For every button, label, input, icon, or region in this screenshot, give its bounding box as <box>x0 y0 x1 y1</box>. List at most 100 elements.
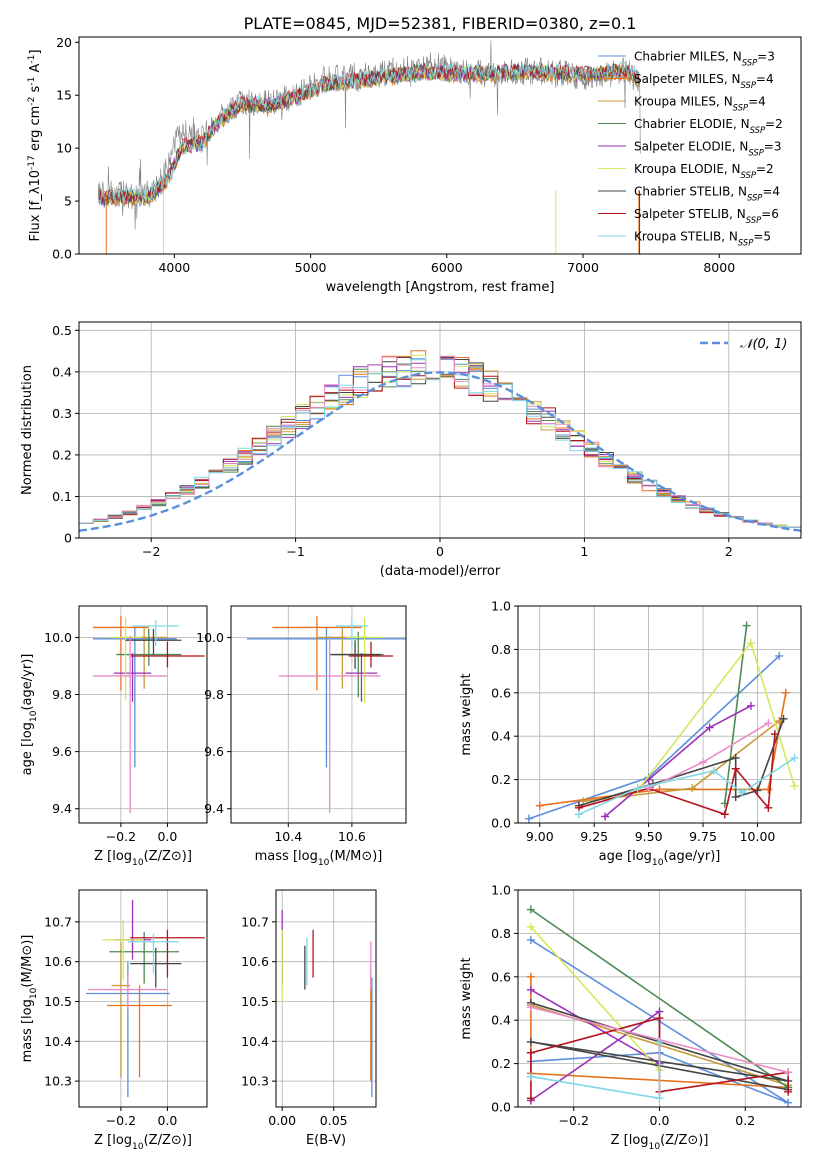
x-tick-label: 7000 <box>567 260 599 275</box>
mass-weight-marker <box>720 810 729 819</box>
legend-label: Salpeter STELIB, NSSP=6 <box>634 207 779 225</box>
x-axis-label: Z [log10(Z/Z⊙)] <box>611 1133 709 1152</box>
normal-curve <box>79 371 801 532</box>
y-tick-label: 9.6 <box>204 744 224 759</box>
x-tick-label: 0.00 <box>268 1113 296 1128</box>
x-tick-label: 9.50 <box>635 829 663 844</box>
error-bar <box>246 627 406 768</box>
mass-weight-marker <box>526 1037 535 1046</box>
mass-weight-marker <box>746 701 755 710</box>
mass-weight-marker <box>779 714 788 723</box>
y-tick-label: 0.4 <box>491 729 511 744</box>
error-bar <box>127 933 180 974</box>
mass-weight-marker <box>526 985 535 994</box>
y-tick-label: 10.5 <box>241 994 269 1009</box>
x-tick-label: 10.00 <box>740 829 776 844</box>
x-tick-label: −0.2 <box>106 829 136 844</box>
error-bar <box>130 947 182 988</box>
mass-weight-marker <box>709 766 718 775</box>
error-bar <box>125 628 182 655</box>
axes-frame <box>275 889 377 1108</box>
plot-area <box>524 621 799 823</box>
panel-massweight_vs_Z: −0.2 0.0 0.2 0.0 0.2 0.4 0.6 0.8 1.0 Z [log10(Z/Z… <box>459 883 802 1152</box>
plot-area <box>526 905 793 1107</box>
legend-label: Kroupa STELIB, NSSP=5 <box>634 230 771 248</box>
y-tick-label: 0.6 <box>491 685 511 700</box>
panel-spectrum: 4000 5000 6000 7000 8000 0.0 5 10 15 20 wavelength… <box>27 35 802 295</box>
x-tick-label: 0.0 <box>650 1113 670 1128</box>
axes-frame <box>78 36 802 255</box>
mass-weight-marker <box>784 1068 793 1077</box>
x-tick-label: 0.0 <box>157 1113 177 1128</box>
error-bar <box>278 635 381 814</box>
panel-age_vs_Z: −0.2 0.0 9.4 9.6 9.8 10.0 Z [log10(Z/Z⊙)] age [… <box>20 605 208 868</box>
y-tick-label: 0.0 <box>491 816 511 831</box>
y-tick-label: 9.4 <box>52 801 72 816</box>
x-tick-label: 8000 <box>703 260 735 275</box>
error-bar <box>336 620 368 646</box>
y-tick-label: 1.0 <box>491 599 511 614</box>
mass-weight-marker <box>781 688 790 697</box>
mass-weight-marker <box>526 1048 535 1057</box>
x-tick-label: 10.4 <box>274 829 302 844</box>
y-tick-label: 10 <box>56 141 72 156</box>
error-bar <box>111 941 131 1078</box>
error-bar <box>130 929 205 978</box>
x-tick-label: 9.25 <box>580 829 608 844</box>
mass-weight-marker <box>742 621 751 630</box>
x-tick-label: −1 <box>286 544 304 559</box>
y-tick-label: 9.8 <box>204 687 224 702</box>
model-spectrum-line <box>98 64 640 206</box>
y-tick-label: 10.5 <box>44 994 72 1009</box>
x-tick-label: 2 <box>725 544 733 559</box>
plot-area <box>246 615 406 814</box>
y-axis-label: Normed distribution <box>20 365 35 495</box>
axes-frame <box>230 605 407 824</box>
legend-label: Chabrier ELODIE, NSSP=2 <box>634 117 783 135</box>
y-tick-label: 0.3 <box>52 406 72 421</box>
mass-weight-marker <box>784 1098 793 1107</box>
error-bar <box>120 625 168 689</box>
mass-weight-marker <box>770 730 779 739</box>
mass-weight-marker <box>688 784 697 793</box>
error-bar <box>348 641 394 668</box>
mass-weight-marker <box>775 651 784 660</box>
x-tick-label: 1 <box>580 544 588 559</box>
mass-weight-marker <box>731 753 740 762</box>
model-spectrum-line <box>98 62 640 205</box>
plot-area <box>97 40 641 254</box>
mass-weight-line <box>578 757 795 816</box>
mass-weight-marker <box>574 810 583 819</box>
y-tick-label: 9.8 <box>52 687 72 702</box>
mass-weight-line <box>578 733 776 816</box>
legend-label: Salpeter MILES, NSSP=4 <box>634 72 774 90</box>
x-tick-label: −2 <box>142 544 160 559</box>
y-tick-label: 10.6 <box>241 954 269 969</box>
error-bar <box>329 640 381 669</box>
y-axis-label: mass weight <box>459 673 474 755</box>
y-axis-label: mass weight <box>459 957 474 1039</box>
mass-weight-marker <box>655 1014 664 1023</box>
legend-label: Kroupa ELODIE, NSSP=2 <box>634 162 774 180</box>
x-axis-label: (data-model)/error <box>380 564 501 579</box>
mass-weight-marker <box>526 1072 535 1081</box>
error-bar <box>113 899 152 960</box>
x-axis-label: mass [log10(M/M⊙)] <box>255 849 383 868</box>
error-bar <box>92 615 149 691</box>
mass-weight-marker <box>526 972 535 981</box>
error-bar <box>345 653 378 702</box>
mass-weight-marker <box>524 814 533 823</box>
legend-label: 𝒩(0, 1) <box>740 337 787 352</box>
mass-weight-marker <box>535 801 544 810</box>
x-tick-label: 0 <box>436 544 444 559</box>
mass-weight-marker <box>784 1087 793 1096</box>
y-tick-label: 10.7 <box>241 914 269 929</box>
mass-weight-marker <box>526 905 535 914</box>
x-axis-label: age [log10(age/yr)] <box>599 849 721 868</box>
y-tick-label: 10.4 <box>241 1034 269 1049</box>
mass-weight-marker <box>790 753 799 762</box>
error-bar <box>92 635 168 814</box>
y-tick-label: 10.3 <box>241 1074 269 1089</box>
y-tick-label: 0.2 <box>52 447 72 462</box>
